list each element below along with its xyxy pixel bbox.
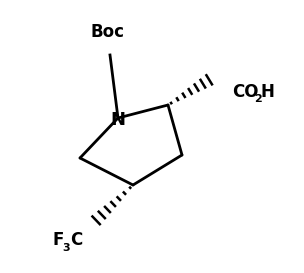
Text: 3: 3 [62, 243, 70, 253]
Text: H: H [260, 83, 274, 101]
Text: C: C [70, 231, 82, 249]
Text: 2: 2 [254, 94, 262, 104]
Text: F: F [52, 231, 63, 249]
Text: Boc: Boc [91, 23, 125, 41]
Text: N: N [110, 111, 126, 129]
Text: CO: CO [232, 83, 258, 101]
